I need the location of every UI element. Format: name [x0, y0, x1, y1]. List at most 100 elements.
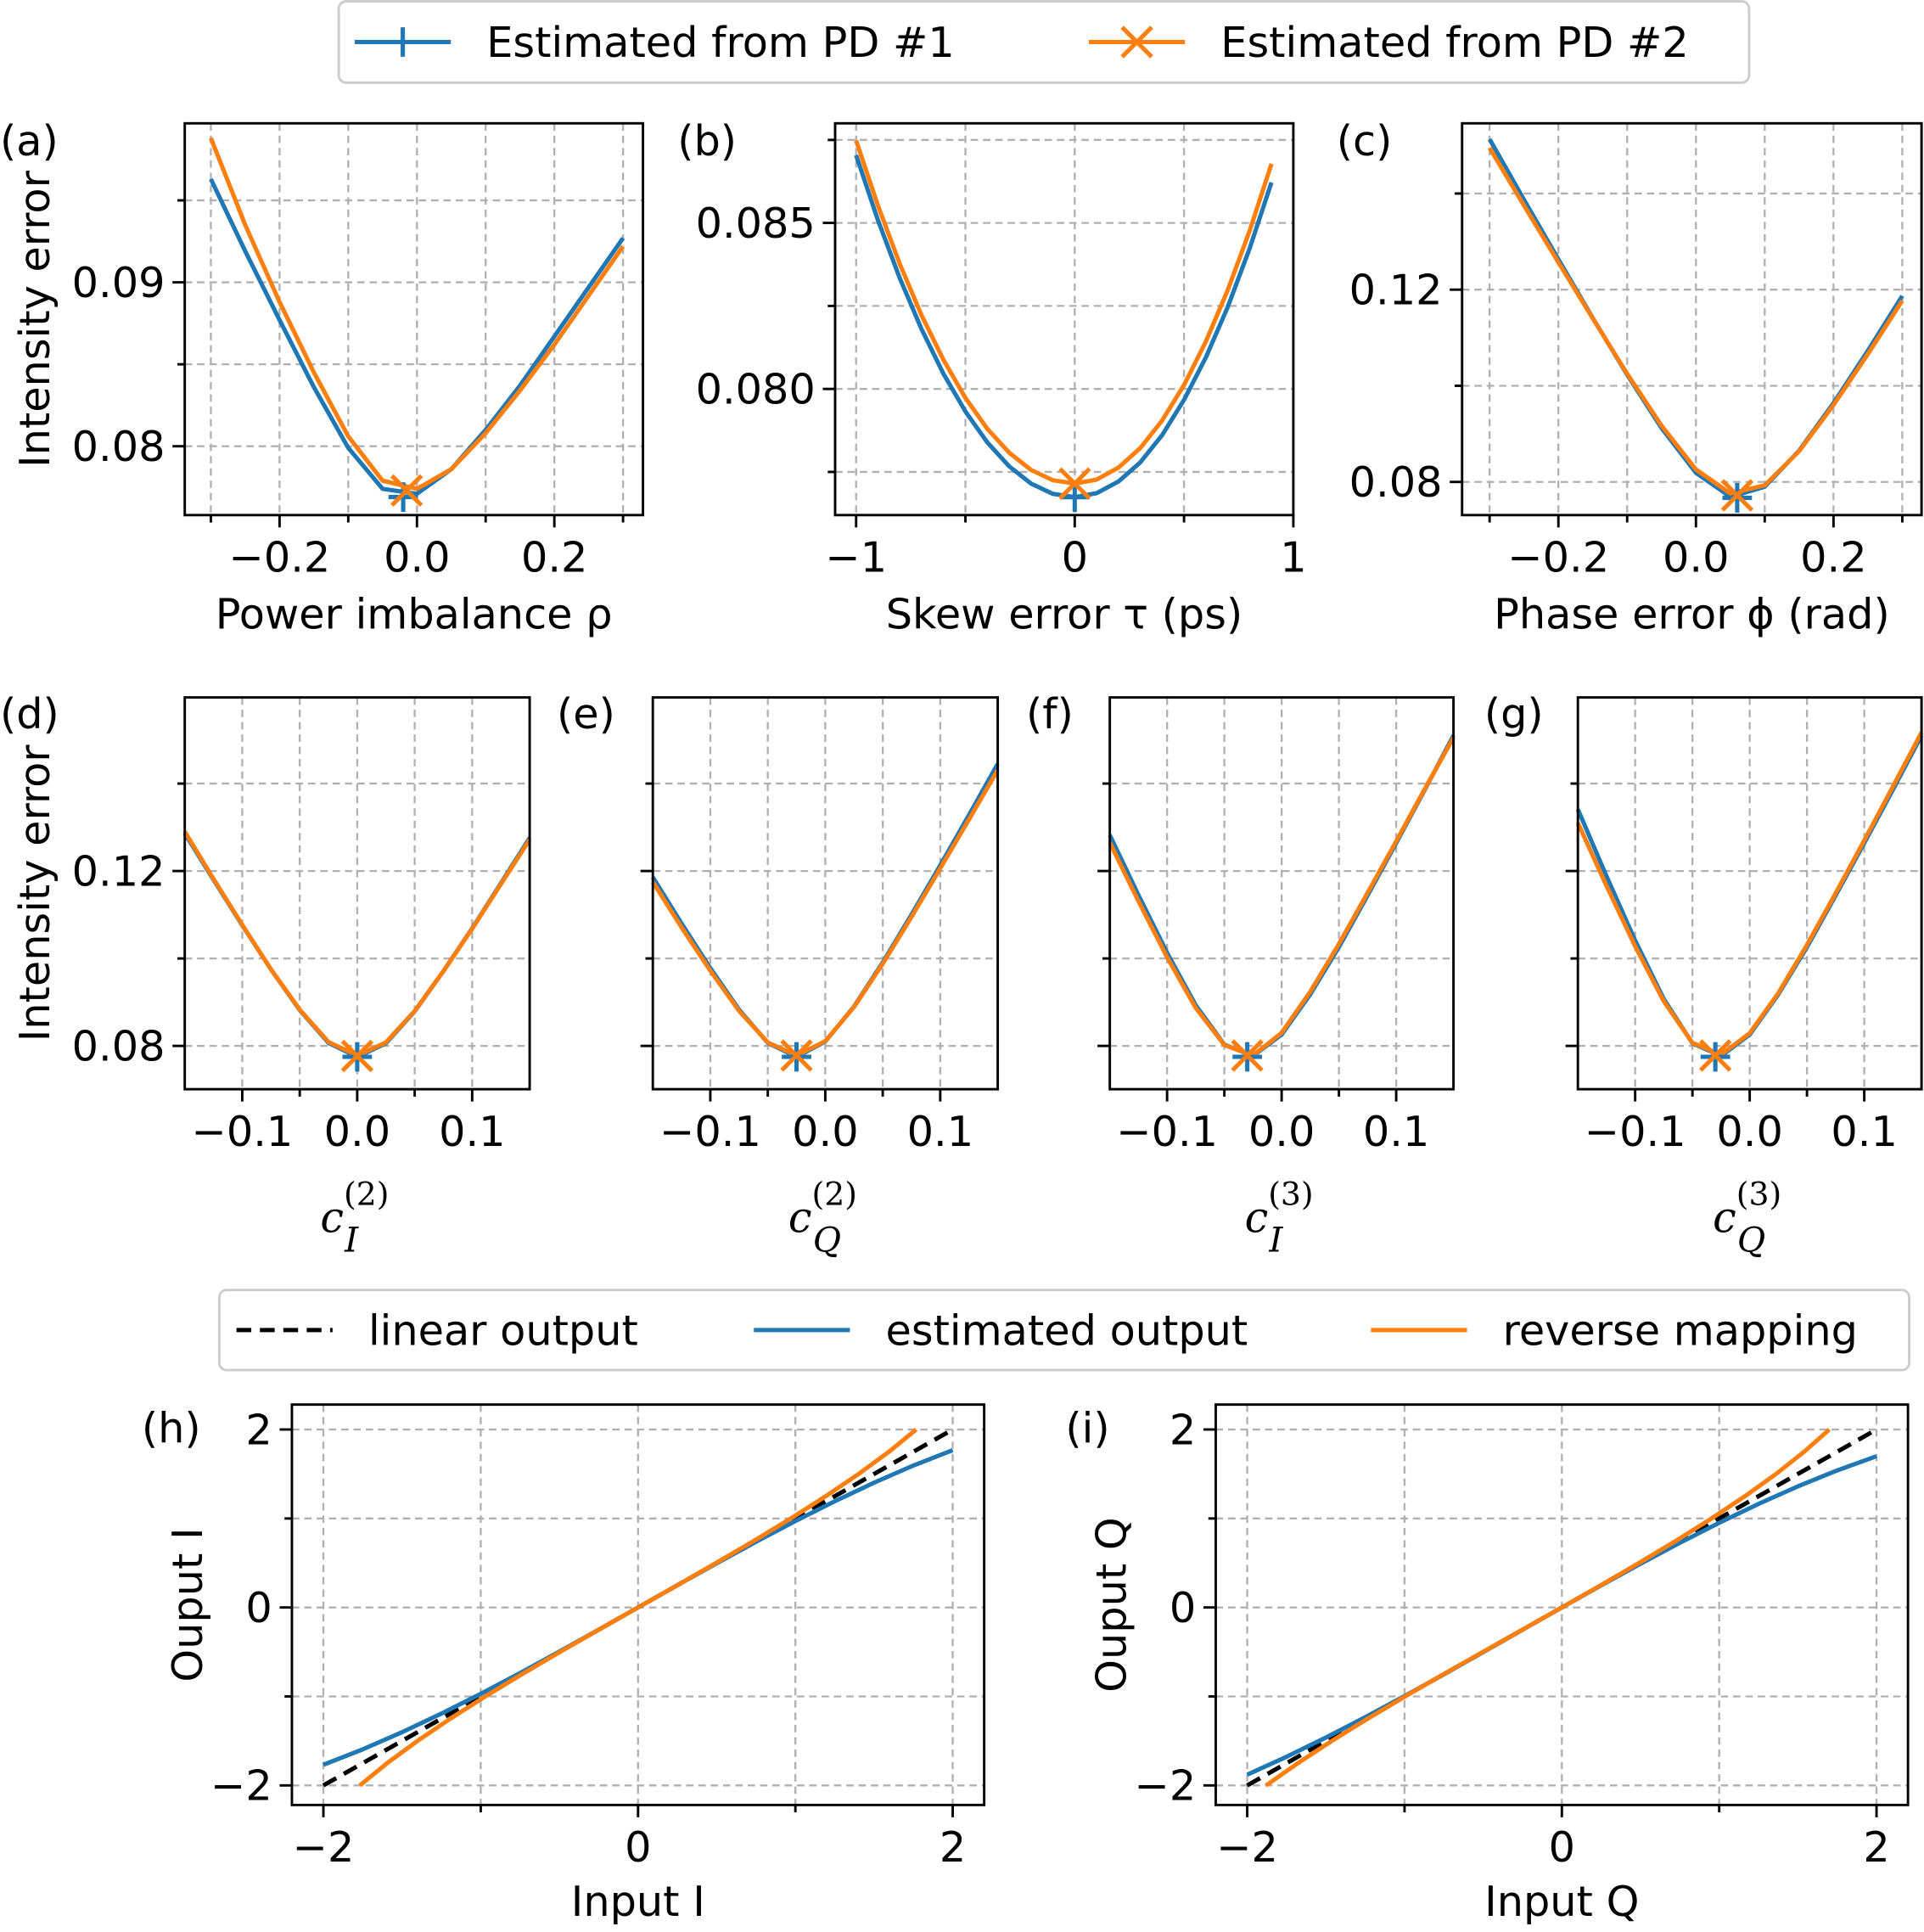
x-tick-label: −2	[1216, 1822, 1278, 1872]
x-tick-label: 0.0	[792, 1107, 858, 1156]
x-tick-label: 0.2	[1800, 533, 1866, 582]
x-axis-label: c(3) Q	[1713, 1176, 1781, 1261]
label-sup: (2)	[812, 1176, 857, 1213]
x-tick-label: 0.0	[1716, 1107, 1782, 1156]
label-sub: Q	[813, 1220, 841, 1261]
series-line	[854, 154, 1274, 500]
legend: Estimated from PD #1 Estimated from PD #2	[337, 0, 1751, 84]
label-sup: (3)	[1268, 1176, 1313, 1213]
panel: −0.1 0.0 0.1 (f) c(3) I	[1026, 689, 1456, 1261]
x-tick-label: −1	[825, 533, 887, 582]
label-sub: I	[1268, 1220, 1283, 1261]
x-tick-label: 0.1	[907, 1107, 973, 1156]
x-tick-label: 0	[1062, 533, 1088, 582]
y-tick-label: 0.08	[72, 422, 165, 471]
marker	[1720, 479, 1754, 512]
axes-frame	[1108, 696, 1456, 1091]
y-tick-label: 0.09	[72, 258, 165, 307]
x-tick-label: −0.2	[1507, 533, 1609, 582]
series-line	[1487, 146, 1904, 496]
label-sub: Q	[1737, 1220, 1765, 1261]
series-line	[1575, 731, 1924, 1057]
legend-label: estimated output	[886, 1306, 1248, 1355]
y-tick-label: −2	[210, 1761, 272, 1811]
series-line	[1108, 736, 1456, 1059]
series-line	[209, 137, 625, 491]
series-line	[358, 1428, 918, 1788]
axes-frame	[1214, 1403, 1910, 1806]
x-tick-label: 0.2	[521, 533, 587, 582]
x-axis-label: Power imbalance ρ	[216, 589, 613, 638]
y-tick-label: 0.12	[1349, 266, 1443, 315]
x-tick-label: 2	[1863, 1822, 1889, 1872]
marker	[780, 1039, 813, 1072]
y-axis-label: Ouput Q	[1087, 1517, 1136, 1693]
x-axis-label: c(2) Q	[788, 1176, 857, 1261]
panel: −0.2 0.0 0.2 0.08 0.09 (a) Power imbalance ρ In…	[0, 116, 645, 638]
marker	[1698, 1039, 1732, 1072]
series-line	[209, 177, 625, 497]
x-tick-label: −0.1	[192, 1107, 294, 1156]
panel-label: (b)	[677, 116, 737, 166]
label-base: c	[320, 1193, 344, 1242]
axes-frame	[290, 1403, 986, 1806]
panel: −0.1 0.0 0.1 0.08 0.12 (d) c(2) I Intensity erro…	[0, 689, 532, 1261]
x-tick-label: 0.0	[324, 1107, 390, 1156]
x-tick-label: 2	[940, 1822, 966, 1872]
panel-label: (c)	[1337, 116, 1393, 166]
panel: −1 0 1 0.080 0.085 (b) Skew error τ (ps)	[677, 116, 1306, 638]
x-tick-label: 0	[625, 1822, 651, 1872]
label-sub: I	[344, 1220, 359, 1261]
x-axis-label: c(3) I	[1245, 1176, 1314, 1261]
y-axis-label: Intensity error	[10, 744, 59, 1042]
legend-box	[217, 1289, 1911, 1372]
x-tick-label: 1	[1280, 533, 1306, 582]
y-tick-label: 2	[1170, 1405, 1196, 1454]
x-tick-label: −0.1	[1116, 1107, 1218, 1156]
y-tick-label: −2	[1135, 1761, 1197, 1811]
series-line	[651, 768, 1000, 1059]
x-axis-label: Phase error ϕ (rad)	[1494, 589, 1890, 638]
y-axis-label: Ouput I	[163, 1527, 212, 1682]
legend-box	[337, 0, 1751, 84]
panel: −2 0 2 −2 0 2 (h) Input I Ouput I	[142, 1403, 986, 1926]
x-tick-label: −0.1	[659, 1107, 761, 1156]
panel: −0.2 0.0 0.2 0.08 0.12 (c) Phase error ϕ (rad)	[1337, 116, 1923, 638]
legend-label: Estimated from PD #2	[1220, 18, 1688, 67]
x-tick-label: 0.1	[1363, 1107, 1429, 1156]
panel-label: (d)	[0, 689, 59, 739]
x-axis-label: Input Q	[1484, 1877, 1639, 1926]
y-tick-label: 0.08	[1349, 458, 1443, 507]
marker	[1058, 467, 1091, 500]
y-tick-label: 2	[245, 1405, 272, 1454]
label-base: c	[1245, 1193, 1269, 1242]
marker	[340, 1039, 374, 1073]
x-tick-label: −2	[293, 1822, 355, 1872]
x-tick-label: 0	[1549, 1822, 1575, 1872]
panel-label: (a)	[0, 116, 59, 166]
x-tick-label: −0.1	[1585, 1107, 1686, 1156]
panel: −2 0 2 −2 0 2 (i) Input Q Ouput Q	[1065, 1403, 1910, 1926]
axes-frame	[183, 696, 531, 1091]
panel: −0.1 0.0 0.1 (e) c(2) Q	[557, 689, 1000, 1261]
y-tick-label: 0.08	[72, 1022, 165, 1071]
label-sup: (3)	[1736, 1176, 1781, 1213]
y-axis-label: Intensity error	[10, 170, 59, 468]
axes-frame	[1576, 696, 1923, 1091]
x-axis-label: c(2) I	[320, 1176, 389, 1261]
series-line	[1265, 1428, 1831, 1788]
marker	[388, 27, 418, 57]
x-tick-label: 0.1	[1831, 1107, 1897, 1156]
x-tick-label: 0.0	[1248, 1107, 1315, 1156]
panel-label: (e)	[557, 689, 615, 739]
marker	[1231, 1039, 1264, 1072]
label-sup: (2)	[344, 1176, 389, 1213]
panel-label: (i)	[1065, 1404, 1109, 1453]
legend: linear output estimated output reverse map…	[217, 1289, 1911, 1372]
y-tick-label: 0	[1170, 1583, 1196, 1632]
y-tick-label: 0.080	[696, 365, 816, 414]
axes-frame	[651, 696, 1000, 1091]
panel-label: (g)	[1484, 689, 1544, 739]
x-tick-label: −0.2	[229, 533, 331, 582]
